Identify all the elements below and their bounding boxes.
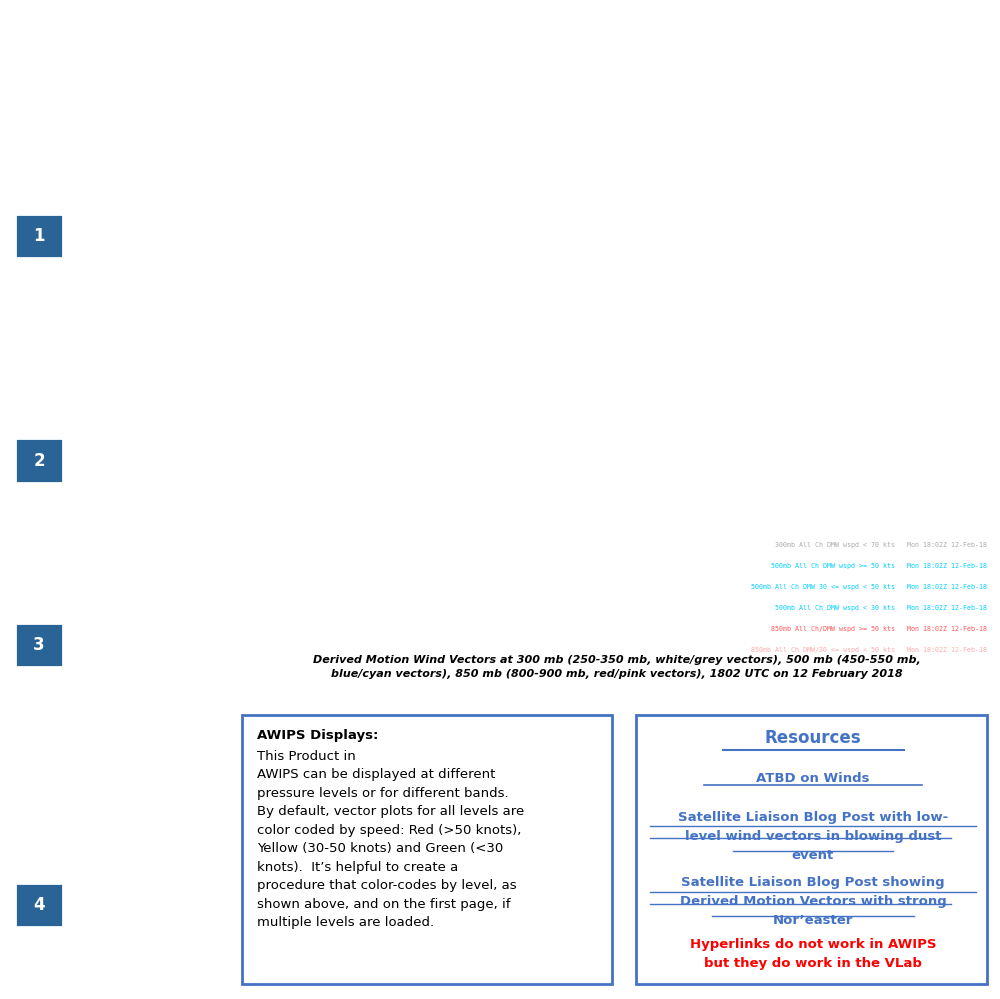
FancyBboxPatch shape <box>15 439 63 483</box>
Text: 2: 2 <box>835 133 844 146</box>
Text: 300mb All Ch DMW wspd < 70 kts   Mon 18:02Z 12-Feb-18: 300mb All Ch DMW wspd < 70 kts Mon 18:02… <box>775 542 987 548</box>
Text: 2: 2 <box>33 452 45 470</box>
Text: ATBD on Winds: ATBD on Winds <box>756 772 870 785</box>
Text: * 850mb All Ch DMW wspd < 30 kts   Mon 18:02Z 12-Feb-18: * 850mb All Ch DMW wspd < 30 kts Mon 18:… <box>767 667 987 673</box>
Text: Resources: Resources <box>765 728 861 746</box>
Text: Mid-level winds in
this plot are blue.
A 500-mb ridge is
apparent over the
north: Mid-level winds in this plot are blue. A… <box>78 625 199 709</box>
FancyBboxPatch shape <box>15 214 63 258</box>
Text: 850mb All Ch/DMW wspd >= 50 kts   Mon 18:02Z 12-Feb-18: 850mb All Ch/DMW wspd >= 50 kts Mon 18:0… <box>771 625 987 631</box>
Text: 1: 1 <box>748 449 757 462</box>
FancyBboxPatch shape <box>15 883 63 927</box>
Text: 500mb All Ch DMW 30 <= wspd < 50 kts   Mon 18:02Z 12-Feb-18: 500mb All Ch DMW 30 <= wspd < 50 kts Mon… <box>751 584 987 590</box>
Text: There are also
strong low-level
winds around an
extratropical Low.: There are also strong low-level winds ar… <box>78 441 199 505</box>
Text: 850mb All Ch DMW/30 <= wspd < 50 kts   Mon 18:02Z 12-Feb-18: 850mb All Ch DMW/30 <= wspd < 50 kts Mon… <box>751 646 987 652</box>
Text: Upper-level winds
in this plots are
grey and white.
Note the strong jet
along th: Upper-level winds in this plots are grey… <box>78 887 205 999</box>
Text: Hyperlinks do not work in AWIPS
but they do work in the VLab: Hyperlinks do not work in AWIPS but they… <box>690 938 936 970</box>
Text: 1: 1 <box>33 227 45 245</box>
Text: This Product in
AWIPS can be displayed at different
pressure levels or for diffe: This Product in AWIPS can be displayed a… <box>257 749 524 929</box>
Text: 500mb All Ch DMW wspd >= 50 kts   Mon 18:02Z 12-Feb-18: 500mb All Ch DMW wspd >= 50 kts Mon 18:0… <box>771 563 987 569</box>
Text: Derived Motion Wind Vectors at 300 mb (250-350 mb, white/grey vectors), 500 mb (: Derived Motion Wind Vectors at 300 mb (2… <box>313 655 920 679</box>
FancyBboxPatch shape <box>636 715 987 984</box>
Text: Image Interpretation: Image Interpretation <box>2 26 233 46</box>
Text: 4: 4 <box>33 896 45 914</box>
Text: 3: 3 <box>442 212 450 225</box>
Text: 300mb All Ch DMW wspd >= 50 kts   Mon 18:02Z 12-Feb-18: 300mb All Ch DMW wspd >= 50 kts Mon 18:0… <box>771 500 987 506</box>
Text: 3: 3 <box>33 636 45 654</box>
Text: AWIPS Displays:: AWIPS Displays: <box>257 728 378 741</box>
Text: Low-level winds in
this plot are
pink/red-hued.
Note the
circulation around
the : Low-level winds in this plot are pink/re… <box>78 217 200 335</box>
Text: 300mb All Ch DMW 30 <= wspd < 50 kts   Mon 18:02Z 12-Feb-18: 300mb All Ch DMW 30 <= wspd < 50 kts Mon… <box>751 521 987 527</box>
Text: 4: 4 <box>661 325 670 338</box>
Text: Satellite Liaison Blog Post showing
Derived Motion Vectors with strong
Nor’easte: Satellite Liaison Blog Post showing Deri… <box>680 876 946 927</box>
Text: 500mb All Ch DMW wspd < 30 kts   Mon 18:02Z 12-Feb-18: 500mb All Ch DMW wspd < 30 kts Mon 18:02… <box>775 604 987 610</box>
FancyBboxPatch shape <box>242 715 612 984</box>
Text: Satellite Liaison Blog Post with low-
level wind vectors in blowing dust
event: Satellite Liaison Blog Post with low- le… <box>678 810 948 862</box>
FancyBboxPatch shape <box>15 623 63 667</box>
